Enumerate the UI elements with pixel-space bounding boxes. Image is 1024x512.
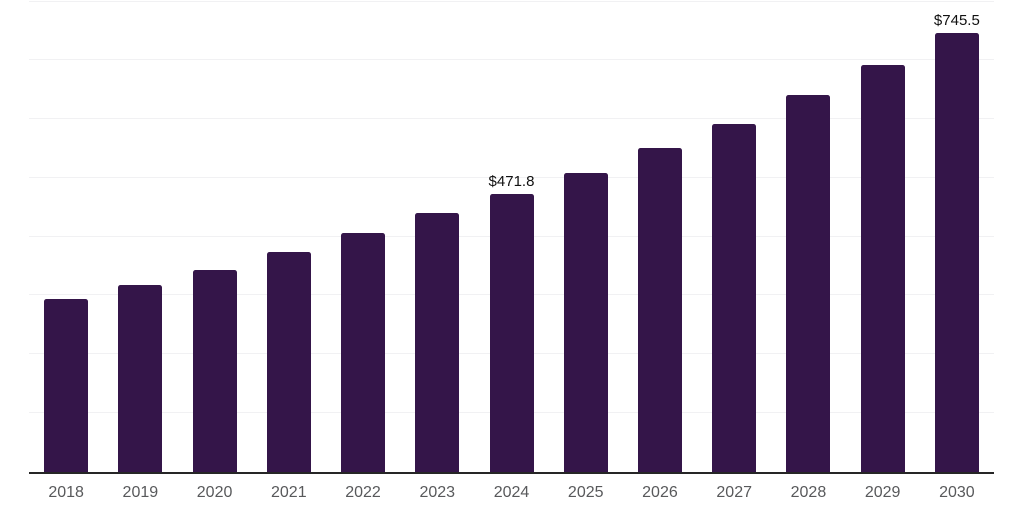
bar-2026 — [637, 148, 682, 472]
gridline-600 — [29, 117, 994, 119]
bar-2020 — [192, 269, 237, 472]
bar-2029 — [860, 64, 905, 472]
gridline-700 — [29, 58, 994, 60]
x-tick-2020: 2020 — [196, 484, 233, 501]
bar-2024 — [489, 194, 534, 472]
x-tick-2026: 2026 — [642, 484, 678, 501]
x-tick-2018: 2018 — [48, 484, 84, 501]
x-axis: 2018 2019 2020 2021 2022 2023 2024 2025 2026 2027… — [29, 484, 994, 508]
bar-2022 — [341, 233, 386, 472]
x-tick-2022: 2022 — [345, 484, 381, 501]
bar-2025 — [563, 172, 608, 472]
x-tick-2025: 2025 — [567, 484, 604, 501]
value-label-2024: $471.8 — [488, 173, 535, 191]
bar-2023 — [415, 212, 460, 472]
x-tick-2021: 2021 — [271, 484, 307, 501]
x-tick-2024: 2024 — [493, 484, 530, 501]
bar-2028 — [786, 95, 831, 472]
bar-2021 — [266, 252, 311, 472]
gridline-500 — [29, 176, 994, 178]
x-tick-2027: 2027 — [716, 484, 752, 501]
bar-2019 — [118, 285, 163, 472]
x-tick-2023: 2023 — [419, 484, 456, 501]
bar-2018 — [44, 298, 89, 472]
bar-2027 — [712, 123, 757, 472]
x-tick-2028: 2028 — [790, 484, 827, 501]
plot-area: $471.8 $745.5 — [29, 1, 994, 474]
gridline-800 — [29, 1, 994, 2]
x-tick-2030: 2030 — [939, 484, 975, 501]
bar-2030 — [934, 33, 979, 472]
x-tick-2019: 2019 — [122, 484, 159, 501]
value-label-2030: $745.5 — [933, 12, 980, 30]
x-tick-2029: 2029 — [864, 484, 901, 501]
